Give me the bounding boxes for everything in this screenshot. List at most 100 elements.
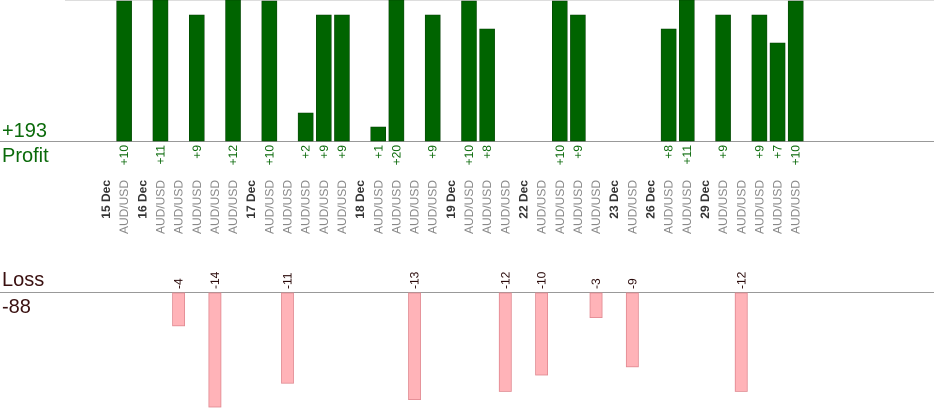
loss-bar <box>535 292 548 376</box>
pair-label: AUD/USD <box>462 180 476 234</box>
loss-value-label: -14 <box>208 271 222 289</box>
loss-total: -88 <box>2 296 31 318</box>
pair-label: AUD/USD <box>553 180 567 234</box>
pair-label: AUD/USD <box>771 180 785 234</box>
loss-bar <box>172 292 186 327</box>
date-label: 23 Dec <box>607 180 621 219</box>
pair-label: AUD/USD <box>117 180 131 234</box>
pair-label: AUD/USD <box>172 180 186 234</box>
loss-value-label: -10 <box>535 271 549 289</box>
profit-bar <box>479 28 495 142</box>
pair-label: AUD/USD <box>734 180 748 234</box>
profit-bar <box>316 14 332 142</box>
pair-label: AUD/USD <box>281 180 295 234</box>
date-label: 22 Dec <box>516 180 530 219</box>
profit-bar <box>334 14 350 142</box>
profit-value-label: +20 <box>389 145 403 166</box>
profit-value-label: +10 <box>789 145 803 166</box>
profit-value-label: +9 <box>190 145 204 159</box>
pair-label: AUD/USD <box>426 180 440 234</box>
profit-value-label: +8 <box>480 145 494 159</box>
pair-label: AUD/USD <box>662 180 676 234</box>
pair-label: AUD/USD <box>335 180 349 234</box>
loss-value-label: -3 <box>589 278 603 289</box>
loss-bar <box>498 292 512 392</box>
pair-label: AUD/USD <box>716 180 730 234</box>
profit-bar <box>388 0 405 142</box>
pair-label: AUD/USD <box>262 180 276 234</box>
pair-label: AUD/USD <box>153 180 167 234</box>
pair-label: AUD/USD <box>625 180 639 234</box>
profit-total: +193 <box>2 120 48 142</box>
loss-bar <box>625 292 639 368</box>
loss-value-label: -11 <box>281 272 295 289</box>
profit-bar <box>660 28 677 142</box>
date-label: 29 Dec <box>698 180 712 219</box>
profit-bar <box>116 0 132 142</box>
profit-value-label: +2 <box>299 145 313 159</box>
date-label: 18 Dec <box>353 180 367 219</box>
profit-value-label: +10 <box>262 145 276 166</box>
profit-bar <box>715 14 731 142</box>
profit-bar <box>152 0 169 142</box>
profit-value-label: +1 <box>371 145 385 159</box>
loss-bar <box>734 292 748 392</box>
profit-bar <box>297 112 314 142</box>
loss-bar <box>589 292 603 319</box>
loss-bars <box>172 292 748 408</box>
profit-bar <box>424 14 441 142</box>
profit-value-label: +9 <box>335 145 349 159</box>
profit-bar <box>461 0 477 142</box>
loss-bar <box>208 292 222 408</box>
date-label: 16 Dec <box>135 180 149 219</box>
loss-bar <box>281 292 294 384</box>
profit-value-label: +9 <box>571 145 585 159</box>
profit-value-label: +10 <box>117 145 131 166</box>
profit-value-label: +10 <box>553 145 567 166</box>
date-label: 15 Dec <box>99 180 113 219</box>
date-label: 19 Dec <box>444 180 458 219</box>
profit-value-label: +11 <box>680 145 694 165</box>
profit-label: Profit <box>2 145 49 167</box>
profit-bar <box>679 0 695 142</box>
pair-label: AUD/USD <box>789 180 803 234</box>
profit-bar <box>225 0 241 142</box>
profit-bar <box>769 42 786 142</box>
pair-label: AUD/USD <box>299 180 313 234</box>
date-label: 17 Dec <box>244 180 258 219</box>
axis-labels: 15 Dec AUD/USD +10 16 Dec AUD/USD +11 AUD/USD -… <box>99 145 803 289</box>
loss-value-label: -12 <box>734 271 748 289</box>
pair-label: AUD/USD <box>317 180 331 234</box>
loss-value-label: -9 <box>625 278 639 289</box>
pair-label: AUD/USD <box>571 180 585 234</box>
pair-label: AUD/USD <box>498 180 512 234</box>
pair-label: AUD/USD <box>408 180 422 234</box>
profit-value-label: +7 <box>771 145 785 159</box>
profit-value-label: +9 <box>426 145 440 159</box>
profit-value-label: +10 <box>462 145 476 166</box>
pair-label: AUD/USD <box>752 180 766 234</box>
profit-bars <box>116 0 804 142</box>
profit-bar <box>261 0 278 142</box>
loss-value-label: -12 <box>498 271 512 289</box>
profit-bar <box>189 14 205 142</box>
profit-bar <box>751 14 768 142</box>
profit-value-label: +9 <box>716 145 730 159</box>
loss-value-label: -4 <box>172 278 186 289</box>
profit-bar <box>570 14 586 142</box>
pair-label: AUD/USD <box>208 180 222 234</box>
profit-value-label: +9 <box>317 145 331 159</box>
profit-bar <box>370 126 386 142</box>
profit-value-label: +9 <box>752 145 766 159</box>
profit-value-label: +11 <box>153 145 167 165</box>
pair-label: AUD/USD <box>190 180 204 234</box>
pair-label: AUD/USD <box>226 180 240 234</box>
loss-value-label: -13 <box>408 271 422 289</box>
pair-label: AUD/USD <box>589 180 603 234</box>
loss-label: Loss <box>2 269 45 291</box>
profit-bar <box>787 0 804 142</box>
profit-value-label: +12 <box>226 145 240 166</box>
profit-value-label: +8 <box>662 145 676 159</box>
date-label: 26 Dec <box>644 180 658 219</box>
